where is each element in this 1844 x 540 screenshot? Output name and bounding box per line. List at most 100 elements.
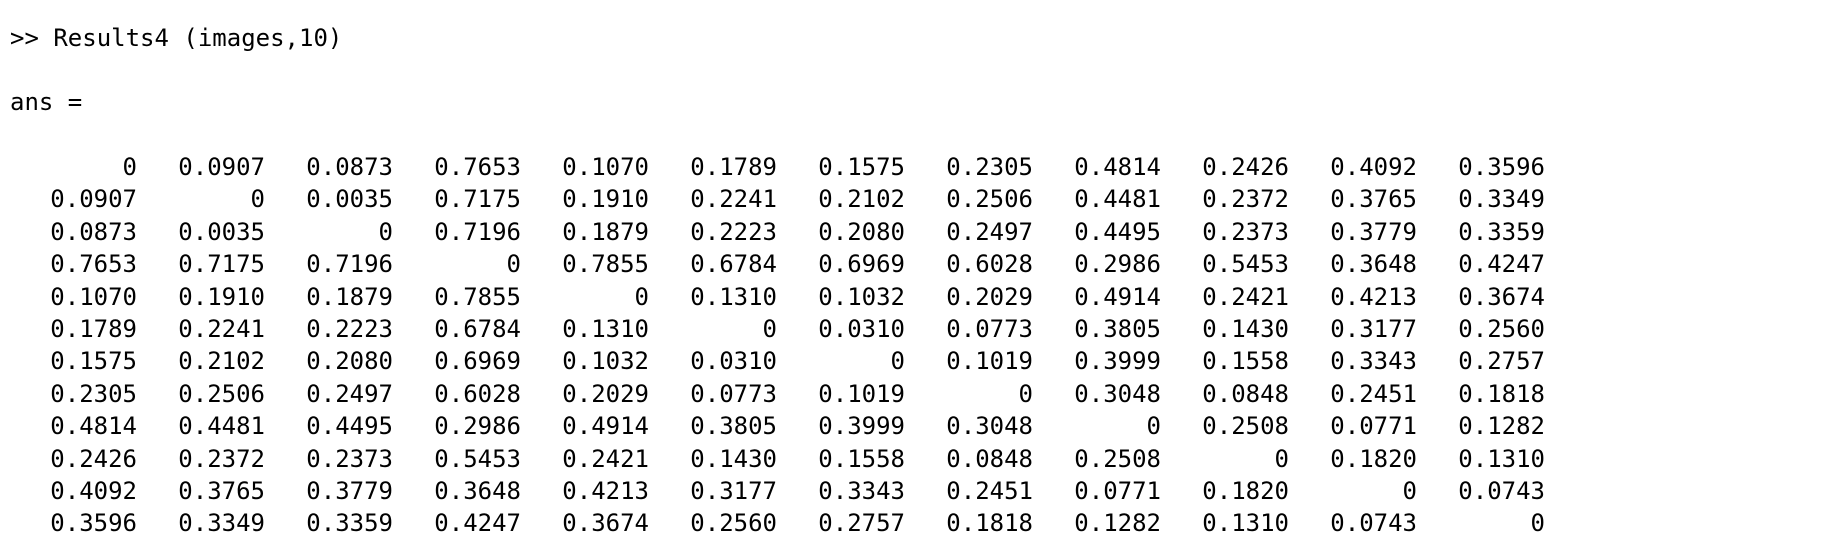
matrix-cell: 0.4213 [1330, 282, 1417, 311]
matrix-cell: 0.7653 [434, 153, 521, 181]
matrix-cell: 0.2029 [946, 282, 1033, 311]
matrix-cell: 0.2029 [562, 379, 649, 408]
matrix-cell: 0.1430 [690, 444, 777, 473]
matrix-cell: 0.0848 [1202, 379, 1289, 408]
matrix-row: 0.4814 0.4481 0.4495 0.2986 0.4914 0.3805 0.39… [0, 410, 1844, 442]
matrix-cell: 0.0907 [50, 185, 137, 214]
matrix-cell: 0.1032 [562, 347, 649, 376]
matrix-cell: 0.3779 [1330, 217, 1417, 246]
matrix-cell: 0.7175 [434, 185, 521, 214]
matrix-cell: 0.2305 [946, 153, 1033, 181]
matrix-cell: 0 [378, 217, 393, 246]
matrix-cell: 0 [506, 250, 521, 279]
matrix-cell: 0.3674 [1458, 282, 1545, 311]
result-matrix: 0 0.0907 0.0873 0.7653 0.1070 0.1789 0.1575 0.2… [0, 151, 1844, 540]
matrix-cell: 0.1820 [1330, 444, 1417, 473]
matrix-cell: 0.2102 [818, 185, 905, 214]
matrix-cell: 0.2241 [178, 314, 265, 343]
matrix-cell: 0.0771 [1330, 412, 1417, 441]
matrix-row: 0.4092 0.3765 0.3779 0.3648 0.4213 0.3177 0.33… [0, 475, 1844, 507]
matrix-cell: 0.1310 [1458, 444, 1545, 473]
matrix-cell: 0.0873 [50, 217, 137, 246]
matrix-cell: 0.2241 [690, 185, 777, 214]
matrix-cell: 0.0771 [1074, 476, 1161, 505]
matrix-row: 0.1575 0.2102 0.2080 0.6969 0.1032 0.0310 0 0.1… [0, 345, 1844, 377]
matrix-cell: 0.2305 [50, 379, 137, 408]
matrix-cell: 0.4213 [562, 476, 649, 505]
matrix-cell: 0.1910 [562, 185, 649, 214]
matrix-cell: 0.3177 [1330, 314, 1417, 343]
matrix-cell: 0.3765 [178, 476, 265, 505]
matrix-cell: 0.0873 [306, 153, 393, 181]
matrix-cell: 0.1879 [306, 282, 393, 311]
matrix-cell: 0.2451 [946, 476, 1033, 505]
matrix-cell: 0 [762, 314, 777, 343]
matrix-cell: 0.1032 [818, 282, 905, 311]
matrix-cell: 0.2080 [818, 217, 905, 246]
matrix-cell: 0.2508 [1074, 444, 1161, 473]
matrix-cell: 0.3765 [1330, 185, 1417, 214]
matrix-cell: 0 [1018, 379, 1033, 408]
matrix-cell: 0.3048 [1074, 379, 1161, 408]
matrix-cell: 0.2223 [306, 314, 393, 343]
matrix-cell: 0.2506 [178, 379, 265, 408]
matrix-cell: 0.6784 [690, 250, 777, 279]
matrix-cell: 0 [250, 185, 265, 214]
matrix-cell: 0.2757 [1458, 347, 1545, 376]
matrix-cell: 0.1789 [690, 153, 777, 181]
matrix-cell: 0.3359 [1458, 217, 1545, 246]
matrix-cell: 0.2102 [178, 347, 265, 376]
matrix-cell: 0.2508 [1202, 412, 1289, 441]
matrix-cell: 0.0743 [1458, 476, 1545, 505]
matrix-cell: 0.1575 [50, 347, 137, 376]
matrix-cell: 0.6969 [434, 347, 521, 376]
matrix-cell: 0.3343 [1330, 347, 1417, 376]
matrix-cell: 0.2426 [1202, 153, 1289, 181]
matrix-cell: 0.1070 [562, 153, 649, 181]
matrix-cell: 0.7196 [306, 250, 393, 279]
matrix-cell: 0.1910 [178, 282, 265, 311]
matrix-cell: 0.2080 [306, 347, 393, 376]
matrix-cell: 0.3596 [1458, 153, 1545, 181]
matrix-cell: 0.7855 [434, 282, 521, 311]
matrix-cell: 0.3999 [1074, 347, 1161, 376]
matrix-cell: 0.4495 [306, 412, 393, 441]
matrix-cell: 0.2372 [178, 444, 265, 473]
matrix-cell: 0.2421 [562, 444, 649, 473]
matrix-row: 0.0907 0 0.0035 0.7175 0.1910 0.2241 0.2102 0.2… [0, 183, 1844, 215]
matrix-cell: 0.2426 [50, 444, 137, 473]
matrix-row: 0.0873 0.0035 0 0.7196 0.1879 0.2223 0.2080 0.2… [0, 216, 1844, 248]
matrix-cell: 0.4481 [178, 412, 265, 441]
matrix-cell: 0.6028 [946, 250, 1033, 279]
matrix-cell: 0 [122, 153, 137, 181]
matrix-cell: 0.0310 [818, 314, 905, 343]
matrix-cell: 0.2497 [306, 379, 393, 408]
matrix-cell: 0.4092 [50, 476, 137, 505]
matrix-cell: 0 [890, 347, 905, 376]
matrix-cell: 0.3805 [1074, 314, 1161, 343]
matrix-cell: 0.1820 [1202, 476, 1289, 505]
matrix-cell: 0.0848 [946, 444, 1033, 473]
matrix-cell: 0.3648 [1330, 250, 1417, 279]
matrix-cell: 0.1818 [1458, 379, 1545, 408]
matrix-cell: 0.4092 [1330, 153, 1417, 181]
matrix-cell: 0.4247 [1458, 250, 1545, 279]
command-line: >> Results4 (images,10) [10, 22, 342, 54]
matrix-cell: 0.1575 [818, 153, 905, 181]
matrix-cell: 0.1019 [818, 379, 905, 408]
matrix-cell: 0.6028 [434, 379, 521, 408]
matrix-row: 0.3596 0.3349 0.3359 0.4247 0.3674 0.2560 0.27… [0, 507, 1844, 539]
matrix-cell: 0.3343 [818, 476, 905, 505]
matrix-cell: 0.2986 [434, 412, 521, 441]
matrix-cell: 0.0907 [178, 153, 265, 181]
matrix-cell: 0.1789 [50, 314, 137, 343]
matrix-cell: 0.4481 [1074, 185, 1161, 214]
matrix-cell: 0.3805 [690, 412, 777, 441]
matrix-cell: 0.3999 [818, 412, 905, 441]
matrix-cell: 0.1019 [946, 347, 1033, 376]
matrix-cell: 0.0310 [690, 347, 777, 376]
matrix-cell: 0 [1530, 509, 1545, 538]
matrix-cell: 0.1282 [1458, 412, 1545, 441]
matrix-cell: 0.5453 [1202, 250, 1289, 279]
